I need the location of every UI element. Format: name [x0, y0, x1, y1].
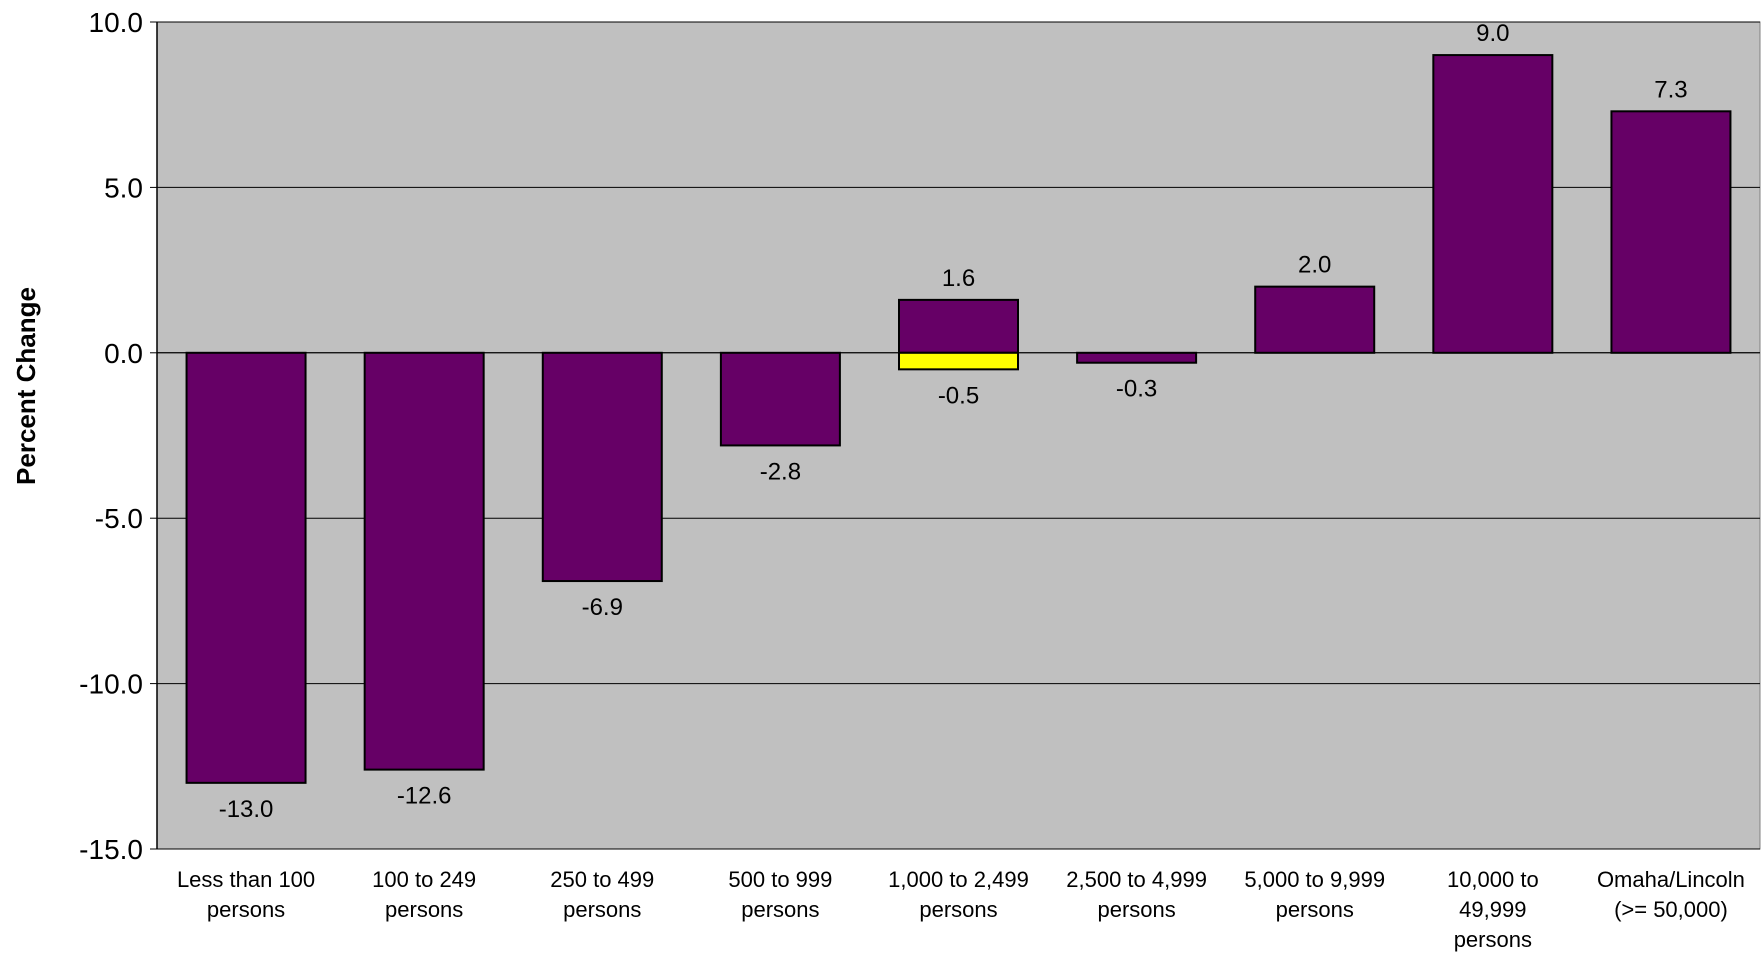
data-label: -13.0: [219, 796, 274, 823]
x-tick-label: 250 to 499 persons: [550, 867, 654, 922]
data-label: -2.8: [760, 458, 801, 485]
bar: [363, 351, 485, 771]
data-label: -12.6: [397, 783, 452, 810]
bar: [541, 351, 663, 583]
bar: [1254, 285, 1376, 354]
y-tick-label: 5.0: [104, 172, 143, 203]
x-tick-label: 2,500 to 4,999 persons: [1066, 867, 1207, 922]
bar: [1076, 351, 1198, 364]
bar: [1610, 110, 1732, 354]
x-tick-label: 100 to 249 persons: [372, 867, 476, 922]
data-label: -0.5: [938, 382, 979, 409]
bar: [898, 351, 1019, 371]
data-label: 1.6: [942, 265, 975, 292]
x-tick-label: 1,000 to 2,499 persons: [888, 867, 1029, 922]
y-axis-title: Percent Change: [11, 287, 41, 485]
bar: [185, 351, 307, 784]
data-label: 9.0: [1476, 20, 1509, 47]
x-tick-label: 10,000 to 49,999 persons: [1447, 867, 1539, 952]
y-tick-label: -5.0: [95, 503, 143, 534]
data-label: -0.3: [1116, 376, 1157, 403]
x-tick-label: 5,000 to 9,999 persons: [1244, 867, 1385, 922]
x-tick-label: Omaha/Lincoln (>= 50,000): [1597, 867, 1745, 922]
bar: [898, 298, 1019, 354]
x-tick-label: 500 to 999 persons: [728, 867, 832, 922]
data-label: 7.3: [1654, 76, 1687, 103]
bar: [719, 351, 841, 447]
data-label: -6.9: [582, 594, 623, 621]
y-tick-label: 10.0: [89, 7, 144, 38]
y-tick-label: -15.0: [79, 834, 143, 865]
bar: [1432, 54, 1554, 354]
y-tick-label: -10.0: [79, 669, 143, 700]
data-label: 2.0: [1298, 252, 1331, 279]
y-tick-label: 0.0: [104, 338, 143, 369]
x-tick-label: Less than 100 persons: [177, 867, 315, 922]
